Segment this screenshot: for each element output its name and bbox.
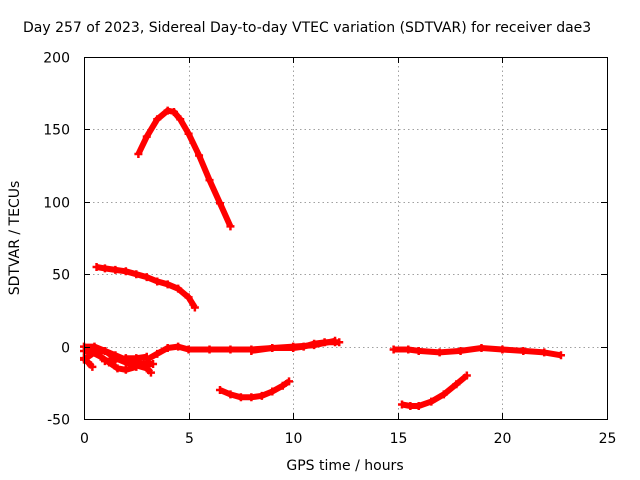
data-point <box>149 359 158 368</box>
data-point <box>113 364 122 373</box>
data-point <box>174 284 183 293</box>
series-arc-1 <box>135 107 234 228</box>
data-point <box>439 390 448 399</box>
data-point <box>184 129 193 138</box>
data-point <box>247 393 256 402</box>
x-tick-label: 10 <box>285 431 303 447</box>
y-tick-label: -50 <box>47 413 70 429</box>
data-point <box>84 358 93 367</box>
data-point <box>153 349 162 358</box>
data-point <box>174 342 183 351</box>
data-point <box>389 345 398 354</box>
data-point <box>247 346 256 355</box>
data-point <box>331 336 340 345</box>
data-point <box>406 401 415 410</box>
y-tick-label: 0 <box>61 341 70 357</box>
data-point <box>121 354 130 363</box>
y-tick-label: 200 <box>43 51 70 67</box>
data-point <box>335 338 344 347</box>
x-axis-title: GPS time / hours <box>286 458 403 474</box>
data-point <box>278 381 287 390</box>
x-tick-label: 5 <box>185 431 194 447</box>
data-point <box>132 270 141 279</box>
data-point <box>88 348 97 357</box>
data-point <box>404 345 413 354</box>
data-point <box>519 346 528 355</box>
data-point <box>134 150 143 159</box>
data-point <box>414 401 423 410</box>
data-point <box>226 222 235 231</box>
x-tick-label: 20 <box>494 431 512 447</box>
y-tick-label: 50 <box>52 268 70 284</box>
y-axis-title: SDTVAR / TECUs <box>7 181 23 296</box>
data-point <box>142 352 151 361</box>
data-point <box>121 267 130 276</box>
data-point <box>397 400 406 409</box>
x-tick-label: 0 <box>80 431 89 447</box>
data-point <box>236 393 245 402</box>
data-point <box>414 346 423 355</box>
data-point <box>169 108 178 117</box>
data-point <box>111 265 120 274</box>
data-point <box>100 264 109 273</box>
data-point <box>92 262 101 271</box>
data-point <box>163 106 172 115</box>
data-point <box>556 351 565 360</box>
data-point <box>190 303 199 312</box>
data-series <box>80 106 565 410</box>
data-point <box>477 344 486 353</box>
data-point <box>132 354 141 363</box>
data-point <box>153 277 162 286</box>
data-point <box>456 346 465 355</box>
data-point <box>435 348 444 357</box>
data-point <box>100 357 109 366</box>
chart-title: Day 257 of 2023, Sidereal Day-to-day VTE… <box>23 20 591 36</box>
data-point <box>146 368 155 377</box>
data-point <box>163 280 172 289</box>
data-point <box>184 293 193 302</box>
data-point <box>310 341 319 350</box>
data-point <box>289 342 298 351</box>
data-point <box>215 199 224 208</box>
data-point <box>142 364 151 373</box>
axis-ticks: 0 5 10 15 20 25 -50 0 50 100 150 200 <box>43 51 616 448</box>
data-point <box>257 391 266 400</box>
data-point <box>226 390 235 399</box>
data-point <box>88 362 97 371</box>
data-point <box>142 273 151 282</box>
series-arc-9 <box>393 345 562 359</box>
x-tick-label: 15 <box>390 431 408 447</box>
data-point <box>96 352 105 361</box>
data-point <box>90 342 99 351</box>
data-point <box>427 397 436 406</box>
data-point <box>205 176 214 185</box>
data-point <box>163 344 172 353</box>
data-point <box>176 115 185 124</box>
data-point <box>184 345 193 354</box>
data-point <box>205 345 214 354</box>
data-point <box>215 386 224 395</box>
data-point <box>121 365 130 374</box>
data-point <box>195 151 204 160</box>
data-point <box>540 348 549 357</box>
data-point <box>132 361 141 370</box>
series-arc-2 <box>96 264 198 310</box>
x-tick-label: 25 <box>599 431 617 447</box>
data-point <box>268 387 277 396</box>
data-point <box>153 115 162 124</box>
y-tick-label: 150 <box>43 123 70 139</box>
data-point <box>100 346 109 355</box>
grid-lines <box>84 57 607 419</box>
data-point <box>111 355 120 364</box>
plot-frame <box>84 57 608 420</box>
data-point <box>452 380 461 389</box>
data-point <box>462 371 471 380</box>
y-tick-label: 100 <box>43 196 70 212</box>
data-point <box>142 132 151 141</box>
data-point <box>268 344 277 353</box>
data-point <box>498 345 507 354</box>
data-point <box>226 345 235 354</box>
data-point <box>285 377 294 386</box>
